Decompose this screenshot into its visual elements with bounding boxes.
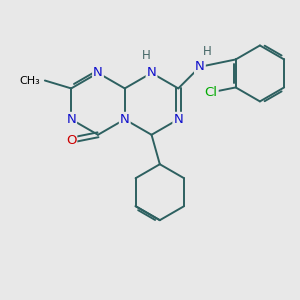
Text: N: N xyxy=(147,67,156,80)
Text: H: H xyxy=(203,45,212,58)
Text: Cl: Cl xyxy=(205,86,218,99)
Text: N: N xyxy=(195,60,205,73)
Text: H: H xyxy=(142,49,151,62)
Text: N: N xyxy=(66,113,76,126)
Text: O: O xyxy=(66,134,76,147)
Text: CH₃: CH₃ xyxy=(19,76,40,85)
Text: N: N xyxy=(173,113,183,126)
Text: N: N xyxy=(120,113,130,126)
Text: N: N xyxy=(93,67,103,80)
